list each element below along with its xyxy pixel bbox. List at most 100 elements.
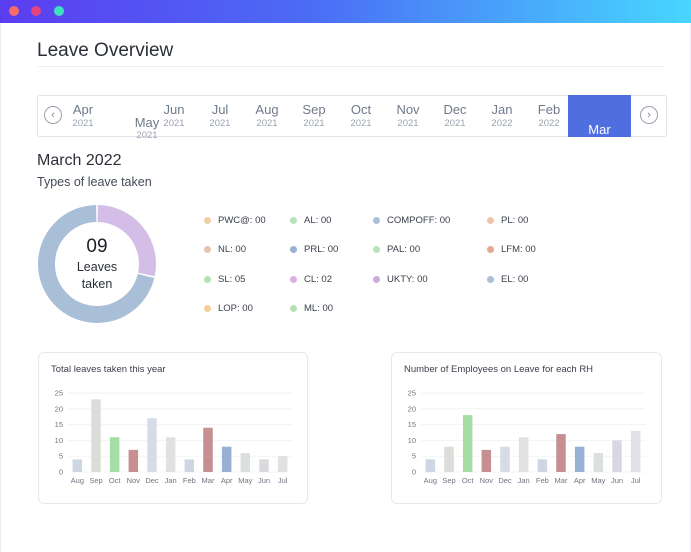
y-tick-label: 5 bbox=[59, 452, 63, 461]
leave-type-cl: CL: 02 bbox=[290, 274, 332, 285]
x-tick-label: Nov bbox=[480, 476, 494, 485]
bar-dec[interactable] bbox=[147, 418, 157, 472]
employees-on-leave-bar-chart: 0 5 10 15 20 25 Aug Sep Oct Nov Dec Jan Feb Mar Apr May… bbox=[408, 389, 645, 485]
legend-label: PL: 00 bbox=[501, 215, 529, 226]
month-mar[interactable]: Mar bbox=[568, 95, 631, 137]
bar-jan[interactable] bbox=[518, 437, 529, 472]
close-window-button[interactable] bbox=[9, 6, 19, 16]
legend-label: PRL: 00 bbox=[304, 244, 339, 255]
bar-mar[interactable] bbox=[556, 434, 566, 472]
y-tick-label: 25 bbox=[55, 389, 63, 398]
month-year: 2021 bbox=[444, 118, 466, 129]
month-sep[interactable]: Sep 2021 bbox=[291, 96, 337, 136]
x-tick-label: Sep bbox=[442, 476, 455, 485]
x-tick-label: Mar bbox=[555, 476, 568, 485]
leave-type-pal: PAL: 00 bbox=[373, 244, 420, 255]
bar-may[interactable] bbox=[240, 453, 251, 472]
legend-label: UKTY: 00 bbox=[387, 274, 428, 285]
month-year: 2021 bbox=[163, 118, 185, 129]
maximize-window-button[interactable] bbox=[54, 6, 64, 16]
month-jun[interactable]: Jun 2021 bbox=[151, 96, 197, 136]
total-leaves-chart-title: Total leaves taken this year bbox=[51, 364, 166, 375]
legend-dot-icon bbox=[487, 217, 494, 224]
leave-type-lfm: LFM: 00 bbox=[487, 244, 536, 255]
leave-type-pwc: PWC@: 00 bbox=[204, 215, 266, 226]
bar-dec[interactable] bbox=[500, 446, 510, 472]
chevron-right-icon[interactable]: › bbox=[640, 106, 658, 124]
month-label: Sep bbox=[302, 102, 326, 117]
bar-apr[interactable] bbox=[574, 446, 585, 472]
month-feb[interactable]: Feb 2022 bbox=[526, 96, 572, 136]
month-jan[interactable]: Jan 2022 bbox=[479, 96, 525, 136]
x-tick-label: May bbox=[238, 476, 252, 485]
y-tick-label: 20 bbox=[55, 404, 63, 413]
employees-on-leave-chart-title: Number of Employees on Leave for each RH bbox=[404, 364, 594, 375]
legend-label: PAL: 00 bbox=[387, 244, 421, 255]
bar-sep[interactable] bbox=[444, 446, 454, 472]
bar-apr[interactable] bbox=[221, 446, 232, 472]
legend-label: LOP: 00 bbox=[218, 303, 253, 314]
legend-dot-icon bbox=[373, 217, 380, 224]
month-may[interactable]: May 2021 bbox=[124, 96, 170, 141]
month-label: Jan bbox=[491, 102, 513, 117]
total-leaves-count: 09 bbox=[86, 236, 108, 257]
x-tick-label: Aug bbox=[71, 476, 84, 485]
legend-dot-icon bbox=[290, 217, 297, 224]
bar-nov[interactable] bbox=[481, 449, 492, 472]
chevron-left-icon[interactable]: ‹ bbox=[44, 106, 62, 124]
x-tick-label: Jun bbox=[258, 476, 270, 485]
x-tick-label: Nov bbox=[127, 476, 141, 485]
bar-aug[interactable] bbox=[72, 459, 83, 472]
title-divider bbox=[37, 66, 665, 67]
total-leaves-label-line1: Leaves bbox=[76, 260, 118, 274]
donut-segment-0[interactable] bbox=[97, 205, 156, 277]
x-tick-label: Apr bbox=[221, 476, 233, 485]
x-tick-label: Jan bbox=[165, 476, 177, 485]
month-label: May bbox=[134, 115, 160, 130]
month-oct[interactable]: Oct 2021 bbox=[338, 96, 384, 136]
bar-jun[interactable] bbox=[259, 459, 269, 472]
legend-label: ML: 00 bbox=[304, 303, 334, 314]
legend-label: CL: 02 bbox=[304, 274, 332, 285]
page-title: Leave Overview bbox=[37, 40, 174, 61]
month-selector: ‹ › Apr 2021 May 2021 Jun 2021 Jul 2021 Aug 2021 S… bbox=[37, 95, 667, 141]
leave-type-ukty: UKTY: 00 bbox=[373, 274, 428, 285]
x-tick-label: Mar bbox=[202, 476, 215, 485]
leave-type-al: AL: 00 bbox=[290, 215, 331, 226]
x-tick-label: Jan bbox=[518, 476, 530, 485]
total-leaves-label-line2: taken bbox=[81, 277, 113, 291]
total-leaves-label: Leaves taken bbox=[37, 259, 157, 293]
y-tick-label: 0 bbox=[59, 468, 63, 477]
bar-jul[interactable] bbox=[630, 430, 641, 472]
month-apr[interactable]: Apr 2021 bbox=[60, 96, 106, 136]
legend-dot-icon bbox=[290, 305, 297, 312]
month-nov[interactable]: Nov 2021 bbox=[385, 96, 431, 136]
donut-segment-1[interactable] bbox=[38, 205, 155, 323]
minimize-window-button[interactable] bbox=[31, 6, 41, 16]
month-label: Mar bbox=[588, 122, 611, 137]
x-tick-label: Apr bbox=[574, 476, 586, 485]
bar-jul[interactable] bbox=[277, 456, 288, 472]
bar-may[interactable] bbox=[593, 453, 604, 472]
bar-feb[interactable] bbox=[537, 459, 548, 472]
leave-type-compoff: COMPOFF: 00 bbox=[373, 215, 450, 226]
bar-jan[interactable] bbox=[165, 437, 176, 472]
bar-nov[interactable] bbox=[128, 449, 139, 472]
month-label: Jun bbox=[163, 102, 185, 117]
legend-dot-icon bbox=[487, 246, 494, 253]
leave-type-nl: NL: 00 bbox=[204, 244, 246, 255]
bar-mar[interactable] bbox=[203, 427, 213, 472]
month-year: 2021 bbox=[397, 118, 419, 129]
legend-label: PWC@: 00 bbox=[218, 215, 266, 226]
month-aug[interactable]: Aug 2021 bbox=[244, 96, 290, 136]
bar-feb[interactable] bbox=[184, 459, 195, 472]
bar-oct[interactable] bbox=[462, 415, 473, 472]
y-tick-label: 25 bbox=[408, 389, 416, 398]
bar-aug[interactable] bbox=[425, 459, 436, 472]
month-year: 2021 bbox=[303, 118, 325, 129]
bar-sep[interactable] bbox=[91, 399, 101, 472]
month-jul[interactable]: Jul 2021 bbox=[197, 96, 243, 136]
bar-oct[interactable] bbox=[109, 437, 120, 472]
month-dec[interactable]: Dec 2021 bbox=[432, 96, 478, 136]
bar-jun[interactable] bbox=[612, 440, 622, 472]
